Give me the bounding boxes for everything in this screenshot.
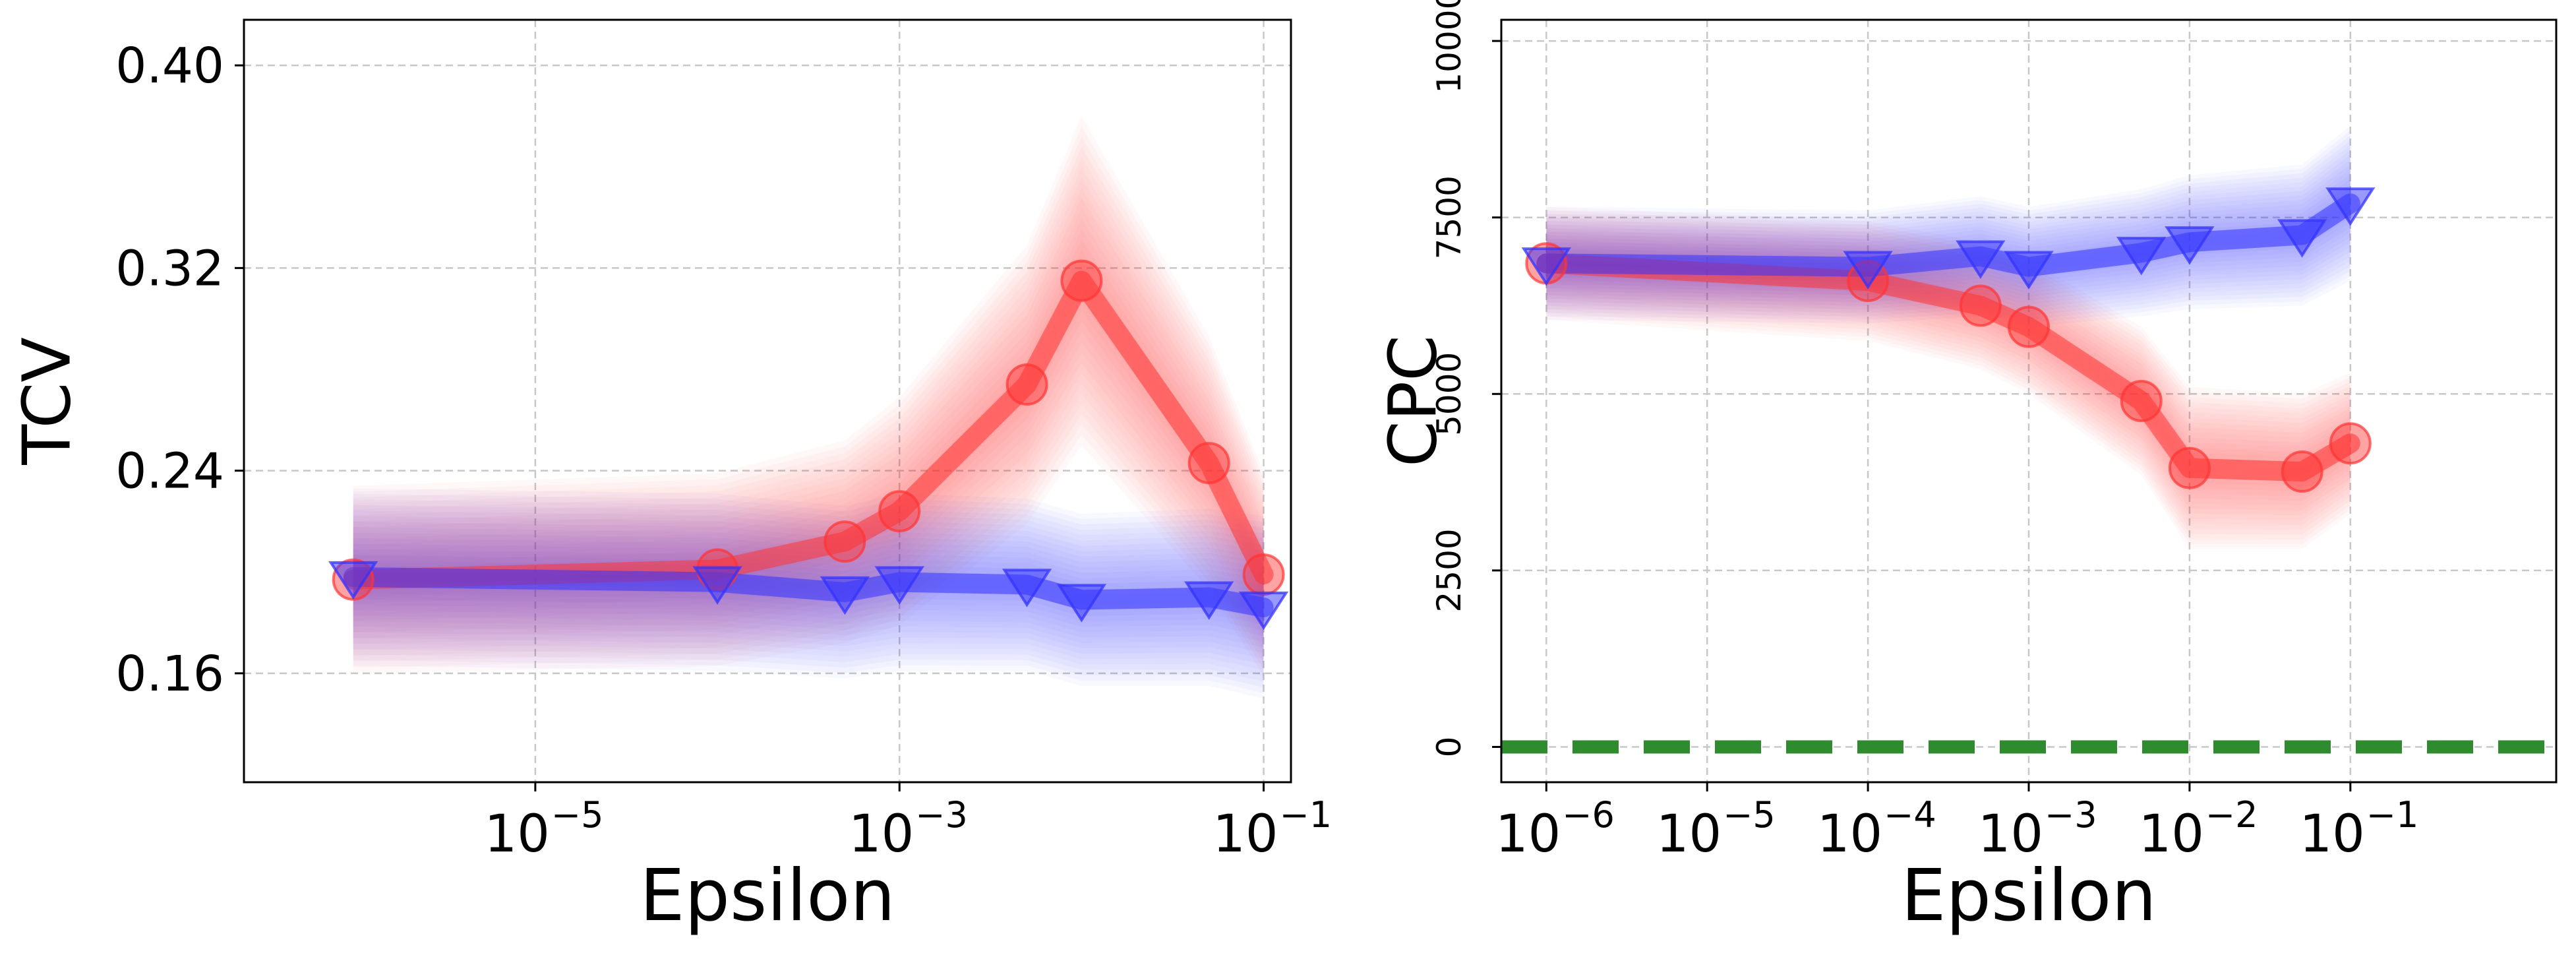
y-tick-label: 7500 xyxy=(1430,175,1468,259)
x-tick-label: 10 xyxy=(1213,805,1278,864)
plot-area xyxy=(1501,187,2556,754)
y-tick-label: 0.32 xyxy=(115,240,224,297)
x-tick-label: 10 xyxy=(2139,805,2204,864)
red-circle-point xyxy=(824,520,866,563)
x-tick-exponent: −6 xyxy=(1562,794,1615,836)
y-tick-label: 0.16 xyxy=(115,646,224,702)
y-axis-label: TCV xyxy=(8,337,85,465)
y-tick-label: 0.24 xyxy=(115,443,224,500)
x-tick-exponent: −5 xyxy=(1723,794,1776,836)
x-tick-exponent: −3 xyxy=(915,794,968,836)
blue-triangle-point xyxy=(1956,240,2006,279)
x-tick-exponent: −1 xyxy=(1280,794,1333,836)
red-circle-point xyxy=(878,490,921,533)
x-tick-label: 10 xyxy=(1978,805,2043,864)
blue-triangle-point xyxy=(1843,251,1893,290)
x-tick-label: 10 xyxy=(1817,805,1882,864)
y-axis-label: CPC xyxy=(1374,335,1451,467)
blue-triangle-point xyxy=(692,566,742,605)
red-circle-point xyxy=(1959,284,2002,327)
y-tick-label: 0 xyxy=(1430,737,1468,758)
red-circle-point xyxy=(1060,259,1103,302)
blue-triangle-point xyxy=(2116,237,2167,276)
red-circle-point xyxy=(2329,422,2372,465)
x-axis-label: Epsilon xyxy=(1901,855,2157,937)
x-tick-label: 10 xyxy=(1495,805,1561,864)
blue-triangle-point xyxy=(1056,584,1107,623)
x-tick-exponent: −5 xyxy=(551,794,604,836)
red-circle-line xyxy=(343,270,1274,590)
axes-frame xyxy=(243,18,1292,784)
blue-triangle-point xyxy=(2325,187,2376,226)
red-circle-point xyxy=(2008,305,2050,348)
blue-triangle-point xyxy=(1238,591,1289,631)
blue-triangle-line xyxy=(1536,193,2360,277)
red-circle-point xyxy=(2168,447,2211,489)
blue-triangle-point xyxy=(1521,247,1571,286)
blue-triangle-line xyxy=(343,567,1274,618)
x-tick-label: 10 xyxy=(1656,805,1722,864)
blue-triangle-point xyxy=(874,566,924,605)
y-tick-label: 10000 xyxy=(1430,0,1468,94)
blue-triangle-point xyxy=(1002,569,1052,607)
x-tick-exponent: −1 xyxy=(2366,794,2419,836)
blue-triangle-point xyxy=(1184,581,1234,620)
plot-area xyxy=(328,259,1289,631)
red-circle-point xyxy=(1242,553,1285,596)
blue-triangle-point xyxy=(2277,219,2327,258)
blue-triangle-point xyxy=(820,576,870,615)
x-tick-label: 10 xyxy=(849,805,914,864)
red-circle-point xyxy=(2281,450,2323,493)
x-axis-label: Epsilon xyxy=(640,855,895,937)
x-tick-label: 10 xyxy=(2300,805,2365,864)
grid xyxy=(244,20,1291,782)
x-tick-label: 10 xyxy=(485,805,550,864)
x-tick-exponent: −4 xyxy=(1884,794,1936,836)
red-circle-point xyxy=(1005,363,1048,406)
x-tick-exponent: −2 xyxy=(2205,794,2258,836)
red-circle-point xyxy=(1187,442,1230,485)
y-tick-label: 2500 xyxy=(1430,528,1468,612)
y-tick-label: 5000 xyxy=(1430,352,1468,436)
red-circle-point xyxy=(2120,380,2163,422)
blue-triangle-point xyxy=(2004,251,2054,290)
blue-triangle-point xyxy=(328,561,378,600)
cpc-panel: 10 −6 10 −5 10 −4 10 −3 10 −2 10 −10250050007500100… xyxy=(1374,0,2558,937)
grid xyxy=(1501,20,2556,782)
x-tick-exponent: −3 xyxy=(2045,794,2097,836)
blue-triangle-point xyxy=(2165,226,2215,265)
y-tick-label: 0.40 xyxy=(115,38,224,94)
